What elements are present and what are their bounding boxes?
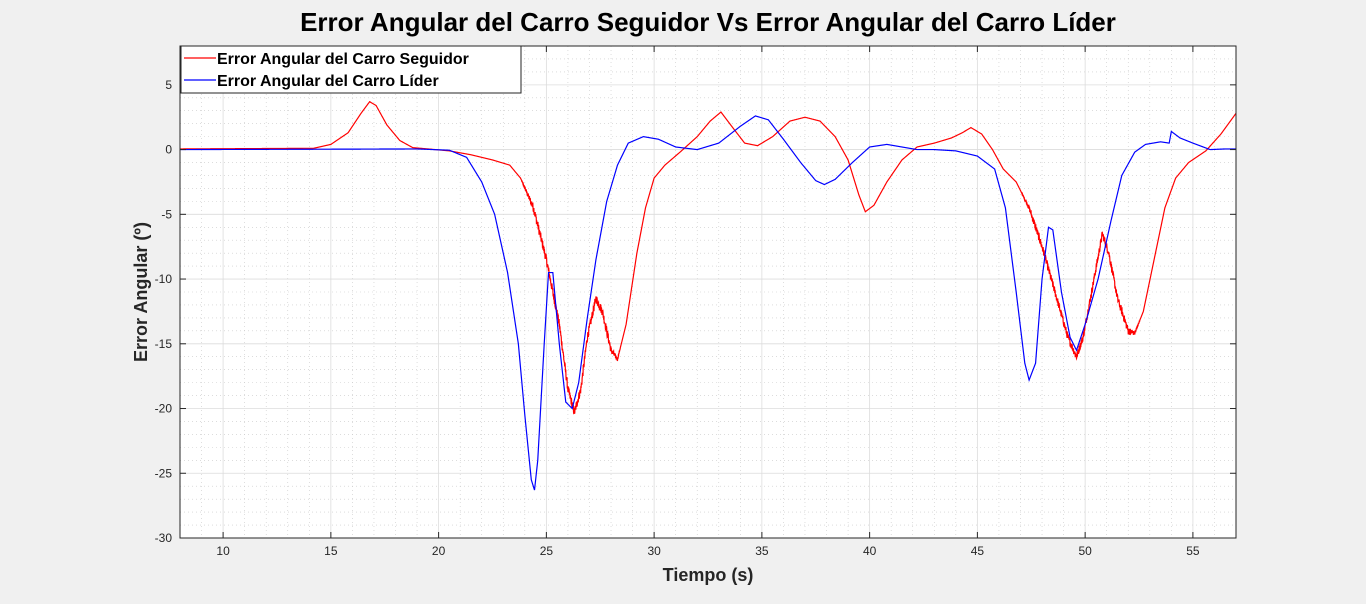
x-tick-label: 50 bbox=[1078, 544, 1092, 558]
y-tick-label: -20 bbox=[155, 402, 173, 416]
legend-label-lider: Error Angular del Carro Líder bbox=[217, 73, 439, 90]
x-tick-label: 35 bbox=[755, 544, 769, 558]
x-tick-label: 40 bbox=[863, 544, 877, 558]
x-axis: 10 15 20 25 30 35 40 45 50 55 bbox=[216, 46, 1200, 558]
x-tick-label: 55 bbox=[1186, 544, 1200, 558]
x-tick-label: 30 bbox=[647, 544, 661, 558]
chart-title: Error Angular del Carro Seguidor Vs Erro… bbox=[300, 7, 1116, 37]
y-tick-label: -15 bbox=[155, 337, 173, 351]
x-tick-label: 45 bbox=[971, 544, 985, 558]
x-tick-label: 20 bbox=[432, 544, 446, 558]
y-tick-label: 5 bbox=[165, 78, 172, 92]
y-axis: -30 -25 -20 -15 -10 -5 0 5 bbox=[155, 78, 1236, 545]
y-tick-label: -10 bbox=[155, 272, 173, 286]
x-tick-label: 15 bbox=[324, 544, 338, 558]
series-line-lider bbox=[180, 115, 1236, 491]
y-tick-label: -25 bbox=[155, 466, 173, 480]
series-line-seguidor bbox=[180, 100, 1236, 415]
y-tick-label: -5 bbox=[161, 207, 172, 221]
legend-box bbox=[180, 45, 522, 94]
legend-label-seguidor: Error Angular del Carro Seguidor bbox=[217, 51, 469, 68]
y-tick-label: -30 bbox=[155, 531, 173, 545]
minor-grid bbox=[179, 45, 1237, 538]
y-axis-label: Error Angular (º) bbox=[131, 222, 151, 362]
x-tick-label: 10 bbox=[216, 544, 230, 558]
legend: Error Angular del Carro Seguidor Error A… bbox=[180, 45, 522, 94]
plot-frame bbox=[179, 45, 1237, 539]
series-layer bbox=[180, 100, 1236, 491]
x-axis-label: Tiempo (s) bbox=[663, 565, 754, 585]
x-tick-label: 25 bbox=[540, 544, 554, 558]
y-tick-label: 0 bbox=[165, 143, 172, 157]
